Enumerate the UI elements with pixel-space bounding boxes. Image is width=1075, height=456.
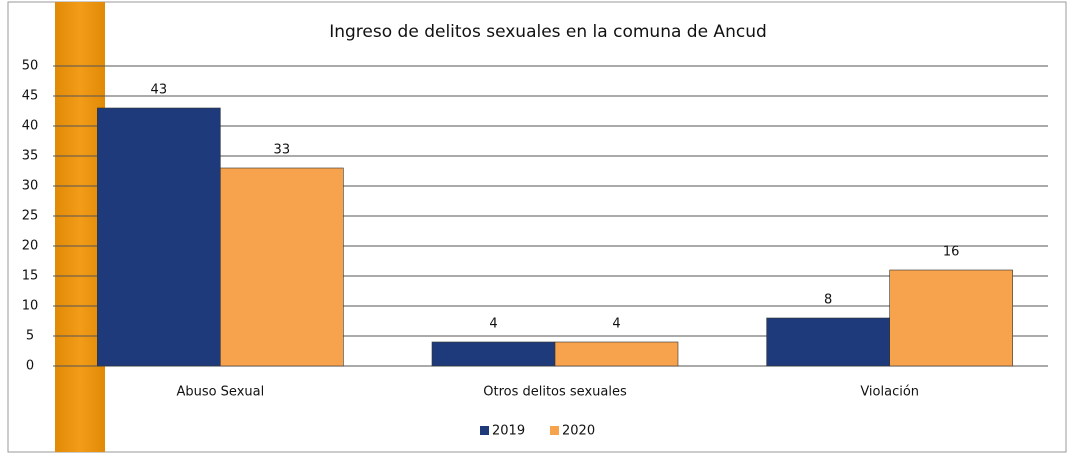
y-tick-label: 35 xyxy=(22,149,39,164)
data-label: 16 xyxy=(943,245,960,260)
y-tick-label: 20 xyxy=(22,239,39,254)
side-stripe xyxy=(55,2,105,452)
x-tick-label: Otros delitos sexuales xyxy=(483,385,627,400)
y-tick-label: 25 xyxy=(22,209,39,224)
y-tick-label: 5 xyxy=(26,329,34,344)
legend-label: 2020 xyxy=(562,424,595,439)
y-tick-label: 0 xyxy=(26,359,34,374)
bar xyxy=(766,317,890,367)
data-label: 4 xyxy=(612,317,620,332)
bar xyxy=(97,107,221,367)
y-tick-label: 15 xyxy=(22,269,39,284)
bar xyxy=(220,167,344,367)
y-tick-label: 45 xyxy=(22,89,39,104)
legend-label: 2019 xyxy=(492,424,525,439)
y-tick-label: 40 xyxy=(22,119,39,134)
bar xyxy=(554,341,679,367)
x-tick-label: Violación xyxy=(860,385,919,400)
chart-title: Ingreso de delitos sexuales en la comuna… xyxy=(329,22,767,42)
data-label: 43 xyxy=(151,83,168,98)
data-label: 4 xyxy=(489,317,497,332)
legend-swatch xyxy=(550,426,559,435)
y-tick-label: 50 xyxy=(22,59,39,74)
y-tick-label: 30 xyxy=(22,179,39,194)
bar xyxy=(889,269,1013,367)
data-label: 33 xyxy=(274,143,291,158)
y-tick-label: 10 xyxy=(22,299,39,314)
data-label: 8 xyxy=(824,293,832,308)
legend-swatch xyxy=(480,426,489,435)
x-tick-label: Abuso Sexual xyxy=(176,385,264,400)
bar xyxy=(431,341,556,367)
